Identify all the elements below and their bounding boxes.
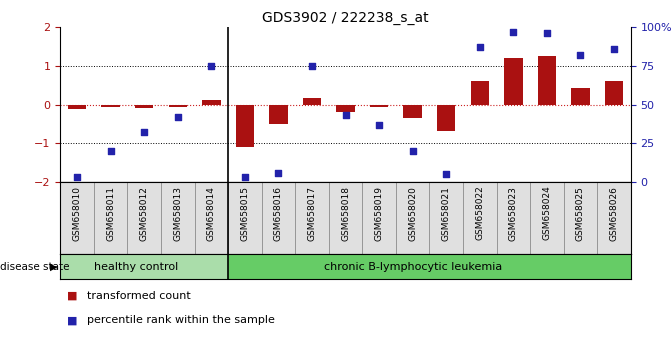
Bar (463, 182, 497, 254)
Point (407, 148, 418, 154)
Text: healthy control: healthy control (94, 262, 178, 272)
Bar (605, 81, 623, 104)
Point (72, 175, 83, 180)
Bar (262, 182, 295, 254)
Text: GSM658013: GSM658013 (173, 186, 183, 241)
Point (541, 30, 552, 36)
Text: GSM658022: GSM658022 (475, 186, 484, 240)
Text: GSM658017: GSM658017 (307, 186, 317, 241)
Text: GSM658020: GSM658020 (408, 186, 417, 241)
Bar (168, 104, 187, 107)
Bar (329, 182, 362, 254)
Bar (429, 182, 463, 254)
Bar (437, 104, 456, 131)
Bar (370, 104, 389, 107)
Point (206, 63, 217, 69)
Bar (537, 56, 556, 104)
Bar (504, 58, 523, 104)
Bar (269, 104, 288, 124)
Text: GSM658010: GSM658010 (72, 186, 82, 241)
Text: GSM658014: GSM658014 (207, 186, 216, 241)
Point (474, 44, 485, 50)
Bar (530, 182, 564, 254)
Title: GDS3902 / 222238_s_at: GDS3902 / 222238_s_at (262, 11, 429, 25)
Bar (336, 104, 355, 112)
Text: chronic B-lymphocytic leukemia: chronic B-lymphocytic leukemia (323, 262, 502, 272)
Point (307, 63, 317, 69)
Point (139, 130, 150, 135)
Bar (161, 182, 195, 254)
Bar (202, 100, 221, 104)
Bar (597, 182, 631, 254)
Text: percentile rank within the sample: percentile rank within the sample (87, 315, 275, 325)
Text: GSM658011: GSM658011 (106, 186, 115, 241)
Bar (396, 182, 429, 254)
Point (240, 175, 250, 180)
Bar (60, 182, 94, 254)
Bar (362, 182, 396, 254)
Bar (470, 81, 489, 104)
Text: transformed count: transformed count (87, 291, 191, 301)
Point (575, 52, 586, 58)
Bar (564, 182, 597, 254)
Text: GSM658018: GSM658018 (341, 186, 350, 241)
Text: GSM658024: GSM658024 (542, 186, 552, 240)
Point (273, 170, 284, 176)
Bar (60, 254, 228, 279)
Bar (236, 104, 254, 147)
Bar (403, 104, 422, 118)
Text: disease state: disease state (0, 262, 70, 272)
Point (172, 114, 183, 120)
Bar (571, 88, 590, 104)
Bar (127, 182, 161, 254)
Text: GSM658012: GSM658012 (140, 186, 149, 241)
Bar (228, 182, 262, 254)
Point (441, 171, 452, 177)
Text: GSM658026: GSM658026 (609, 186, 619, 241)
Bar (68, 104, 87, 109)
Text: ■: ■ (67, 315, 78, 325)
Text: GSM658023: GSM658023 (509, 186, 518, 241)
Text: GSM658015: GSM658015 (240, 186, 250, 241)
Bar (195, 182, 228, 254)
Bar (135, 104, 154, 108)
Bar (94, 182, 127, 254)
Bar (295, 182, 329, 254)
Text: ▶: ▶ (50, 262, 57, 272)
Point (508, 29, 519, 35)
Point (374, 122, 384, 127)
Bar (228, 254, 631, 279)
Text: GSM658025: GSM658025 (576, 186, 585, 241)
Point (105, 148, 116, 154)
Bar (303, 98, 321, 104)
Bar (101, 104, 120, 107)
Text: ■: ■ (67, 291, 78, 301)
Point (340, 113, 351, 118)
Text: GSM658016: GSM658016 (274, 186, 283, 241)
Text: GSM658019: GSM658019 (374, 186, 384, 241)
Point (609, 46, 619, 52)
Text: GSM658021: GSM658021 (442, 186, 451, 241)
Bar (497, 182, 530, 254)
